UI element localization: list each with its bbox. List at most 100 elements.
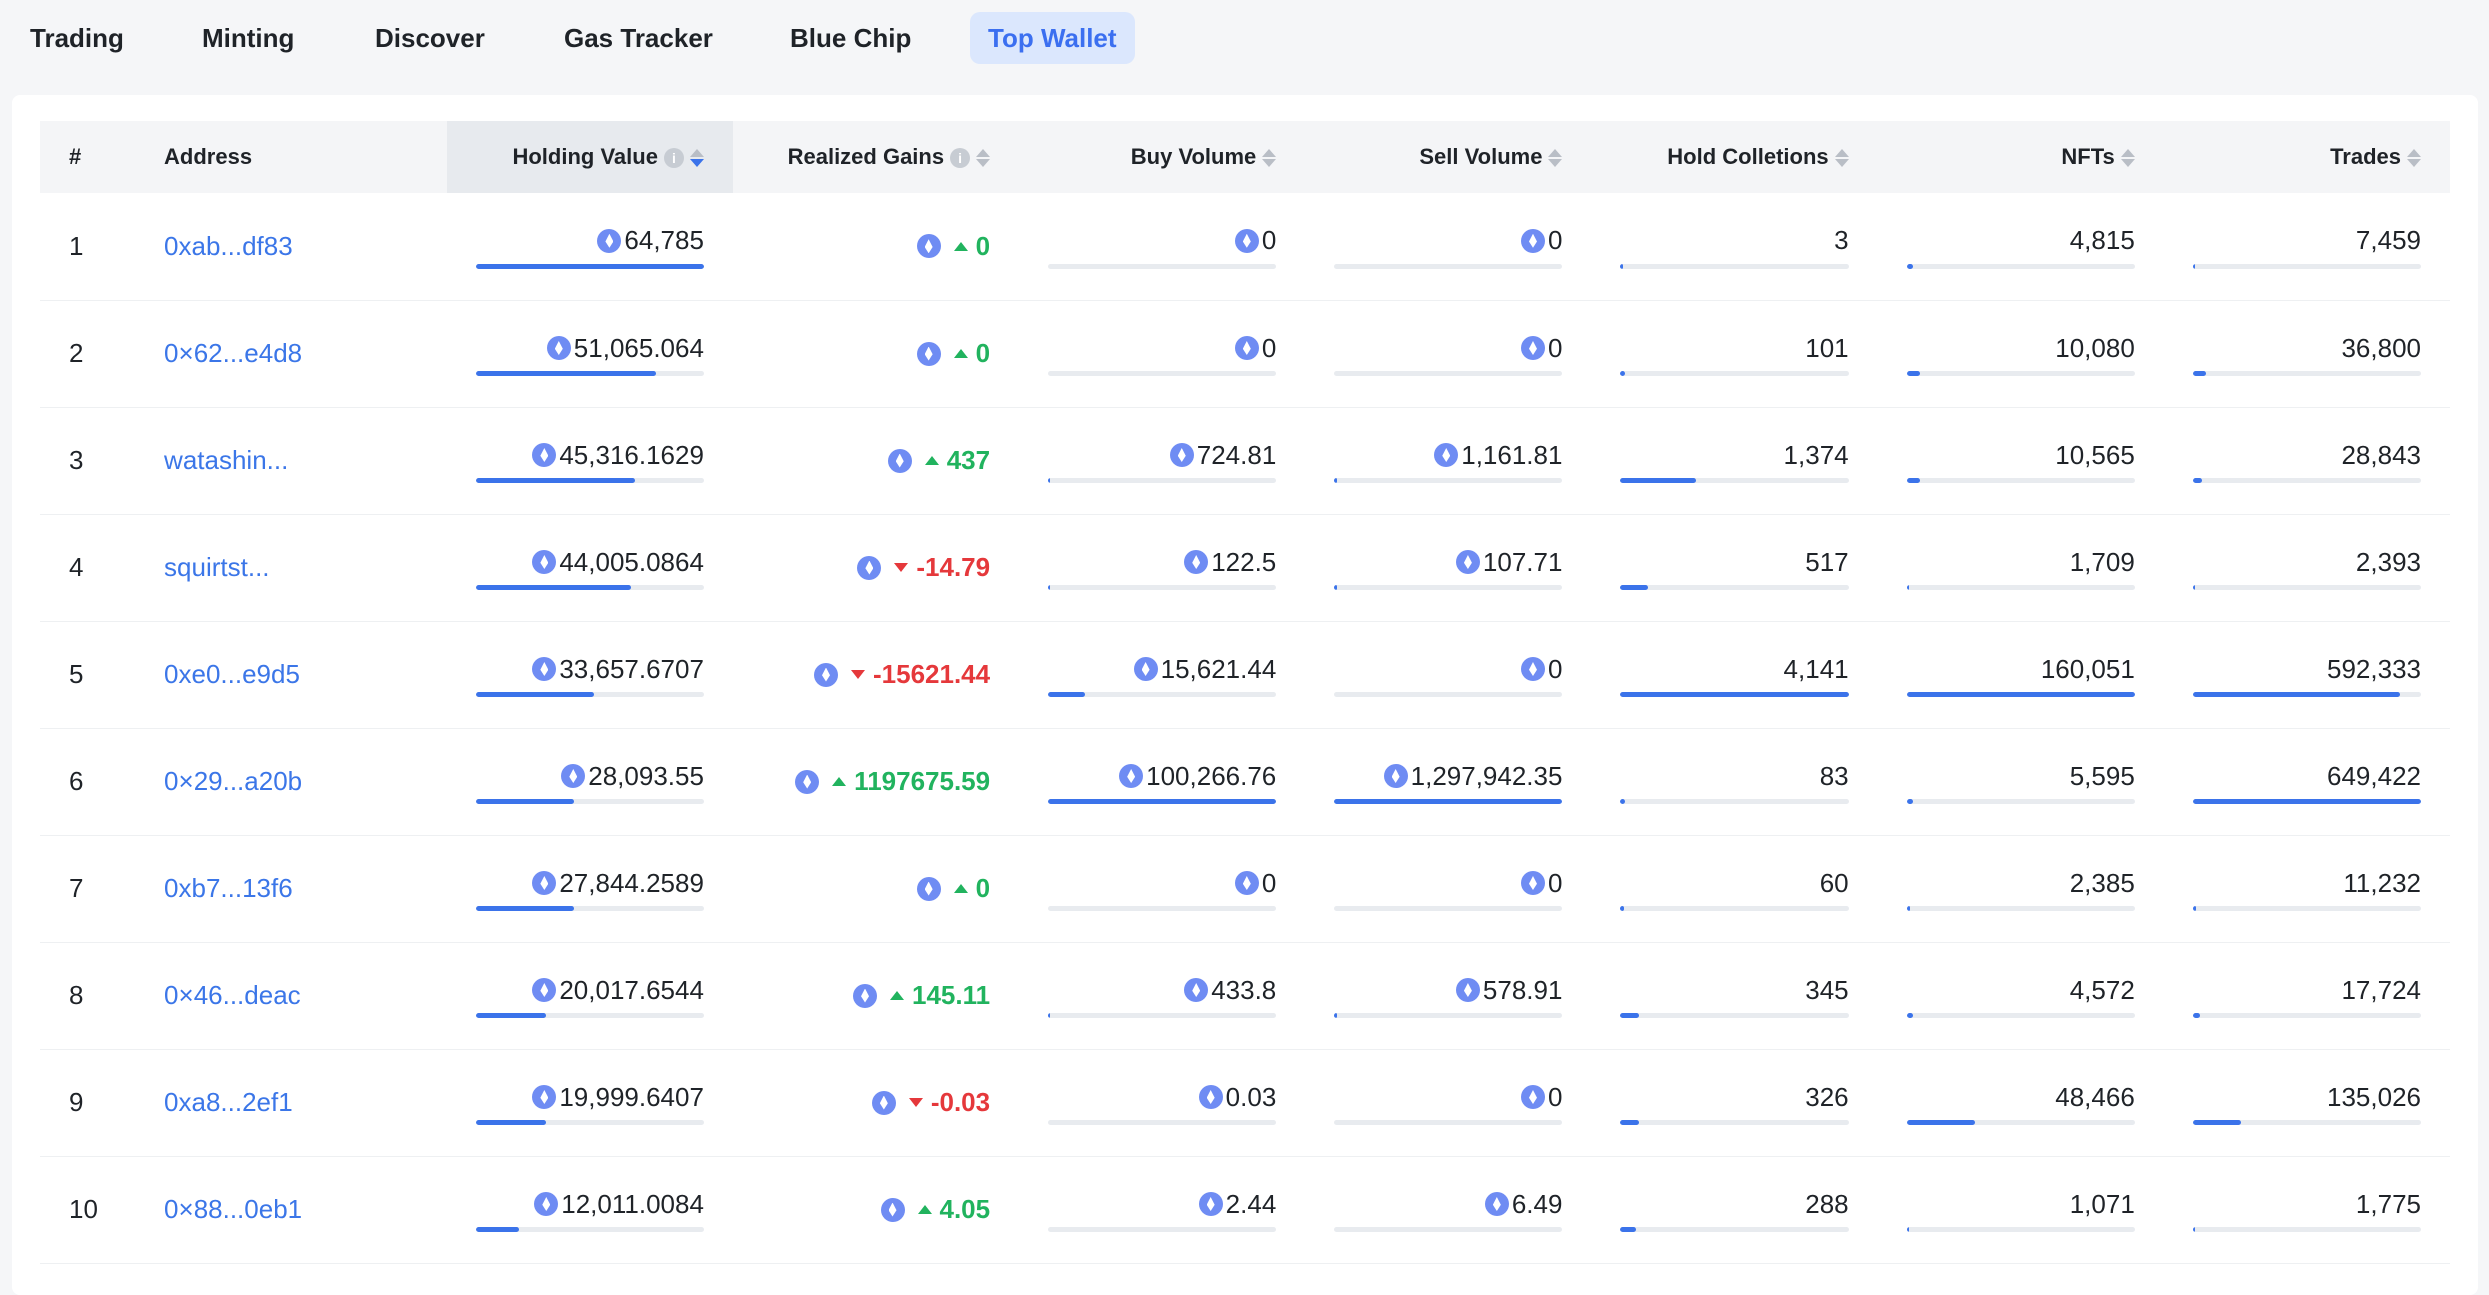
holding-value-value: 19,999.6407 <box>559 1081 704 1112</box>
hold-collections-value: 60 <box>1819 867 1849 898</box>
table-row[interactable]: 9 0xa8...2ef1 19,999.6407 -0.03 0.03 0 326 48,4… <box>40 1049 2450 1156</box>
table-row[interactable]: 1 0xab...df83 64,785 0 0 0 3 4,815 7,459 <box>40 193 2450 300</box>
buy-volume-value: 0 <box>1261 332 1277 363</box>
sort-icon[interactable] <box>689 149 704 168</box>
wallet-address-link[interactable]: 0xb7...13f6 <box>164 873 293 903</box>
eth-icon <box>1184 550 1209 574</box>
nfts-cell: 1,071 <box>1878 1156 2164 1263</box>
hold-collections-value: 4,141 <box>1783 653 1849 684</box>
hold-collections-value: 1,374 <box>1783 439 1849 470</box>
nfts-cell: 160,051 <box>1878 621 2164 728</box>
hold-collections-value: 3 <box>1834 225 1849 256</box>
tab-discover[interactable]: Discover <box>375 23 485 53</box>
trades-cell: 1,775 <box>2164 1156 2450 1263</box>
rank-cell: 7 <box>40 835 135 942</box>
nfts-bar-fill <box>1906 1227 1909 1232</box>
sort-icon[interactable] <box>976 149 991 168</box>
rank-cell: 3 <box>40 407 135 514</box>
header-trades[interactable]: Trades <box>2164 121 2450 193</box>
tab-gas-tracker[interactable]: Gas Tracker <box>564 23 713 53</box>
arrow-up-icon <box>953 884 968 893</box>
sort-icon[interactable] <box>1834 149 1849 168</box>
sort-icon[interactable] <box>2120 149 2135 168</box>
wallet-address-link[interactable]: 0xa8...2ef1 <box>164 1087 293 1117</box>
trades-value: 592,333 <box>2327 653 2421 684</box>
table-header-row: # Address Holding Value i Realized Gains i… <box>40 121 2450 193</box>
buy-volume-bar <box>1048 371 1277 376</box>
table-row[interactable]: 10 0×88...0eb1 12,011.0084 4.05 2.44 6.49 288 1… <box>40 1156 2450 1263</box>
tab-trading[interactable]: Trading <box>30 23 124 53</box>
sort-icon[interactable] <box>1262 149 1277 168</box>
sell-volume-bar-fill <box>1334 799 1563 804</box>
eth-icon <box>532 978 557 1002</box>
address-cell: 0xb7...13f6 <box>135 835 447 942</box>
header-rank-label: # <box>69 144 82 169</box>
realized-gains-value: 145.11 <box>912 980 991 1010</box>
realized-gains-value: 4.05 <box>939 1194 991 1224</box>
header-hold-collections[interactable]: Hold Colletions <box>1591 121 1877 193</box>
holding-value-bar <box>475 906 704 911</box>
nfts-value: 4,572 <box>2069 974 2135 1005</box>
holding-value-value: 28,093.55 <box>588 760 704 791</box>
table-row[interactable]: 2 0×62...e4d8 51,065.064 0 0 0 101 10,080 36,800 <box>40 300 2450 407</box>
sort-icon[interactable] <box>1548 149 1563 168</box>
hold-collections-value: 326 <box>1805 1081 1849 1112</box>
tab-blue-chip[interactable]: Blue Chip <box>790 23 912 53</box>
header-nfts[interactable]: NFTs <box>1878 121 2164 193</box>
eth-icon <box>814 662 838 687</box>
trades-bar-fill <box>2192 1120 2241 1125</box>
sell-volume-bar <box>1334 692 1563 697</box>
table-row[interactable]: 7 0xb7...13f6 27,844.2589 0 0 0 60 2,385 11,232 <box>40 835 2450 942</box>
eth-icon <box>534 1192 559 1216</box>
holding-value-value: 33,657.6707 <box>559 653 704 684</box>
sell-volume-cell: 0 <box>1305 300 1591 407</box>
rank-value: 10 <box>69 1194 98 1224</box>
info-icon[interactable]: i <box>950 148 971 169</box>
table-row[interactable]: 8 0×46...deac 20,017.6544 145.11 433.8 578.91… <box>40 942 2450 1049</box>
holding-value-bar-fill <box>475 692 595 697</box>
eth-icon <box>1184 978 1209 1002</box>
info-icon[interactable]: i <box>663 148 684 169</box>
eth-icon <box>1234 871 1259 895</box>
header-rank: # <box>40 121 135 193</box>
eth-icon <box>916 234 941 259</box>
wallet-address-link[interactable]: 0×62...e4d8 <box>164 338 303 368</box>
trades-value: 649,422 <box>2327 760 2421 791</box>
eth-icon <box>532 871 557 895</box>
eth-icon <box>532 550 557 574</box>
header-buy-volume[interactable]: Buy Volume <box>1019 121 1305 193</box>
table-row[interactable]: 3 watashin... 45,316.1629 437 724.81 1,161.81… <box>40 407 2450 514</box>
nfts-value: 10,565 <box>2055 439 2135 470</box>
tab-minting[interactable]: Minting <box>202 23 295 53</box>
table-row[interactable]: 5 0xe0...e9d5 33,657.6707 -15621.44 15,621.4… <box>40 621 2450 728</box>
nfts-value: 10,080 <box>2055 332 2135 363</box>
wallet-address-link[interactable]: 0×88...0eb1 <box>164 1194 303 1224</box>
nfts-bar <box>1906 478 2135 483</box>
table-row[interactable]: 6 0×29...a20b 28,093.55 1197675.59 100,266.7… <box>40 728 2450 835</box>
rank-cell: 8 <box>40 942 135 1049</box>
table-row[interactable]: 4 squirtst... 44,005.0864 -14.79 122.5 107.71… <box>40 514 2450 621</box>
top-wallet-table: # Address Holding Value i Realized Gains i… <box>40 121 2450 1264</box>
rank-cell: 10 <box>40 1156 135 1263</box>
header-sell-volume[interactable]: Sell Volume <box>1305 121 1591 193</box>
sort-icon[interactable] <box>2407 149 2421 168</box>
wallet-address-link[interactable]: 0×29...a20b <box>164 766 303 796</box>
header-trades-label: Trades <box>2330 144 2401 169</box>
header-realized-gains[interactable]: Realized Gains i <box>733 121 1019 193</box>
wallet-address-link[interactable]: 0xab...df83 <box>164 230 293 261</box>
rank-cell: 6 <box>40 728 135 835</box>
wallet-address-link[interactable]: 0×46...deac <box>164 980 301 1010</box>
rank-cell: 9 <box>40 1049 135 1156</box>
wallet-address-link[interactable]: watashin... <box>164 445 289 475</box>
trades-bar-fill <box>2192 799 2421 804</box>
buy-volume-cell: 724.81 <box>1019 407 1305 514</box>
eth-icon <box>1520 336 1545 360</box>
hold-collections-value: 517 <box>1805 546 1849 577</box>
wallet-address-link[interactable]: squirtst... <box>164 552 270 582</box>
hold-collections-bar-fill <box>1620 799 1626 804</box>
wallet-address-link[interactable]: 0xe0...e9d5 <box>164 659 300 689</box>
header-holding-value[interactable]: Holding Value i <box>446 121 733 193</box>
hold-collections-bar <box>1620 692 1849 697</box>
tab-top-wallet[interactable]: Top Wallet <box>970 12 1135 64</box>
holding-value-bar <box>475 692 704 697</box>
